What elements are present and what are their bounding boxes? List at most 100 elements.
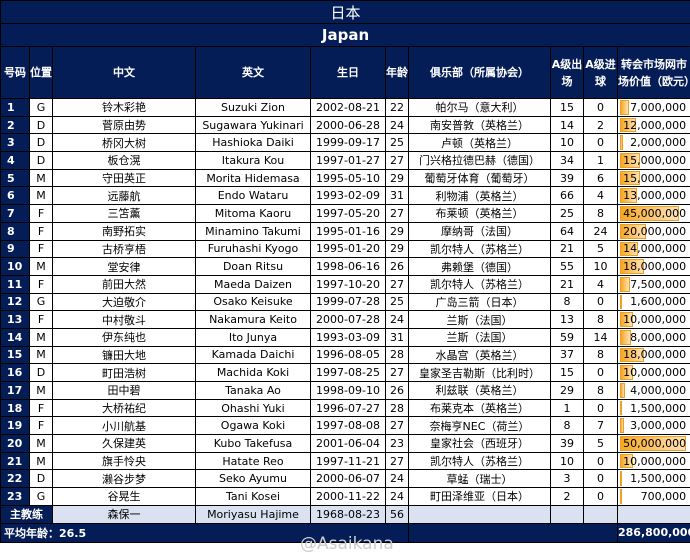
header-row: 号码 位置 中文 英文 生日 年龄 俱乐部（所属协会） A级出场 A级进球 转会… bbox=[0, 46, 690, 99]
player-caps: 55 bbox=[550, 257, 584, 276]
player-birthday: 2002-08-21 bbox=[310, 98, 386, 117]
player-club: 利兹联（英格兰） bbox=[408, 381, 551, 400]
player-age: 27 bbox=[385, 151, 409, 170]
player-chinese-name: 板仓滉 bbox=[52, 151, 196, 170]
table-row: 1 G 铃木彩艳 Suzuki Zion 2002-08-21 22 帕尔马（意大利） 15 0… bbox=[0, 98, 690, 117]
player-chinese-name: 堂安律 bbox=[52, 257, 196, 276]
player-goals: 0 bbox=[583, 451, 618, 471]
value-data-bar bbox=[620, 100, 630, 115]
player-position: M bbox=[29, 451, 53, 471]
table-row: 15 M 镰田大地 Kamada Daichi 1996-08-05 28 水晶宫（英格兰）… bbox=[0, 345, 690, 365]
player-birthday: 2001-06-04 bbox=[310, 434, 386, 453]
table-row: 20 M 久保建英 Kubo Takefusa 2001-06-04 23 皇家社会（西班牙… bbox=[0, 434, 690, 453]
player-chinese-name: 古桥亨梧 bbox=[52, 239, 196, 259]
player-english-name: Tani Kosei bbox=[195, 487, 311, 506]
player-position: M bbox=[29, 327, 53, 347]
value-data-bar bbox=[620, 489, 622, 504]
value-data-bar bbox=[620, 347, 644, 363]
player-english-name: Morita Hidemasa bbox=[195, 168, 311, 188]
player-goals: 0 bbox=[583, 98, 618, 117]
player-goals: 24 bbox=[583, 221, 618, 241]
player-english-name: Osako Keisuke bbox=[195, 292, 311, 312]
average-age: 平均年龄：26.5 bbox=[0, 522, 409, 543]
player-goals: 4 bbox=[583, 274, 618, 294]
table-title: 日本 bbox=[0, 0, 690, 24]
player-number: 23 bbox=[0, 487, 30, 506]
player-english-name: Maeda Daizen bbox=[195, 274, 311, 294]
player-club: 广岛三箭（日本） bbox=[408, 292, 551, 312]
footer-row: 平均年龄：26.5 286,800,000 bbox=[0, 522, 690, 543]
player-number: 3 bbox=[0, 133, 30, 153]
market-value-text: 15,000,000 bbox=[623, 171, 687, 185]
player-caps: 8 bbox=[550, 292, 584, 312]
player-market-value: 4,000,000 bbox=[616, 381, 690, 400]
player-position: F bbox=[29, 274, 53, 294]
market-value-text: 2,000,000 bbox=[630, 136, 687, 150]
player-age: 23 bbox=[385, 434, 409, 453]
player-number: 7 bbox=[0, 204, 30, 223]
market-value-text: 10,000,000 bbox=[623, 454, 687, 468]
table-row: 4 D 板仓滉 Itakura Kou 1997-01-27 27 门兴格拉德巴赫（德国） 3… bbox=[0, 151, 690, 170]
player-birthday: 1995-01-20 bbox=[310, 239, 386, 259]
player-caps: 1 bbox=[550, 398, 584, 418]
player-position: G bbox=[29, 98, 53, 117]
player-position: D bbox=[29, 469, 53, 489]
player-market-value: 1,500,000 bbox=[616, 398, 690, 418]
player-position: M bbox=[29, 168, 53, 188]
table-row: 8 F 南野拓实 Minamino Takumi 1995-01-16 29 摩纳哥（法国）… bbox=[0, 221, 690, 241]
player-chinese-name: 远藤航 bbox=[52, 186, 196, 206]
player-birthday: 1999-09-17 bbox=[310, 133, 386, 153]
player-number: 11 bbox=[0, 274, 30, 294]
player-chinese-name: 三笘薰 bbox=[52, 204, 196, 223]
player-english-name: Kamada Daichi bbox=[195, 345, 311, 365]
player-chinese-name: 铃木彩艳 bbox=[52, 98, 196, 117]
player-birthday: 1997-01-27 bbox=[310, 151, 386, 170]
player-caps: 25 bbox=[550, 204, 584, 223]
player-number: 2 bbox=[0, 115, 30, 135]
player-number: 17 bbox=[0, 381, 30, 400]
player-number: 6 bbox=[0, 186, 30, 206]
player-goals: 5 bbox=[583, 434, 618, 453]
col-position: 位置 bbox=[29, 46, 53, 99]
value-data-bar bbox=[620, 400, 622, 416]
player-chinese-name: 濑谷步梦 bbox=[52, 469, 196, 489]
player-position: F bbox=[29, 221, 53, 241]
player-goals: 8 bbox=[583, 310, 618, 329]
col-club: 俱乐部（所属协会） bbox=[408, 46, 551, 99]
player-position: M bbox=[29, 381, 53, 400]
player-caps: 8 bbox=[550, 416, 584, 436]
market-value-text: 20,000,000 bbox=[623, 224, 687, 238]
player-english-name: Furuhashi Kyogo bbox=[195, 239, 311, 259]
player-age: 27 bbox=[385, 204, 409, 223]
value-data-bar bbox=[620, 276, 630, 292]
player-birthday: 1998-09-10 bbox=[310, 381, 386, 400]
player-club: 布莱顿（英格兰） bbox=[408, 204, 551, 223]
player-age: 28 bbox=[385, 398, 409, 418]
player-market-value: 700,000 bbox=[616, 487, 690, 506]
player-age: 24 bbox=[385, 310, 409, 329]
player-age: 27 bbox=[385, 451, 409, 471]
table-row: 13 F 中村敬斗 Nakamura Keito 2000-07-28 24 兰斯（法国） 1… bbox=[0, 310, 690, 329]
player-number: 20 bbox=[0, 434, 30, 453]
market-value-text: 50,000,000 bbox=[623, 436, 687, 450]
player-caps: 10 bbox=[550, 133, 584, 153]
player-goals: 10 bbox=[583, 257, 618, 276]
player-number: 9 bbox=[0, 239, 30, 259]
player-birthday: 1996-07-27 bbox=[310, 398, 386, 418]
player-position: F bbox=[29, 239, 53, 259]
value-data-bar bbox=[620, 259, 644, 274]
table-row: 7 F 三笘薰 Mitoma Kaoru 1997-05-20 27 布莱顿（英格兰） 25 8… bbox=[0, 204, 690, 223]
player-caps: 37 bbox=[550, 345, 584, 365]
player-caps: 3 bbox=[550, 469, 584, 489]
market-value-text: 1,500,000 bbox=[630, 401, 687, 415]
table-row: 19 F 小川航基 Ogawa Koki 1997-08-08 27 奈梅亨NEC（荷兰） 8… bbox=[0, 416, 690, 436]
player-club: 葡萄牙体育（葡萄牙） bbox=[408, 168, 551, 188]
player-market-value: 14,000,000 bbox=[616, 239, 690, 259]
player-chinese-name: 前田大然 bbox=[52, 274, 196, 294]
market-value-text: 7,500,000 bbox=[630, 277, 687, 291]
player-birthday: 1995-01-16 bbox=[310, 221, 386, 241]
player-caps: 34 bbox=[550, 151, 584, 170]
player-goals: 2 bbox=[583, 115, 618, 135]
player-goals: 0 bbox=[583, 487, 618, 506]
player-market-value: 18,000,000 bbox=[616, 345, 690, 365]
